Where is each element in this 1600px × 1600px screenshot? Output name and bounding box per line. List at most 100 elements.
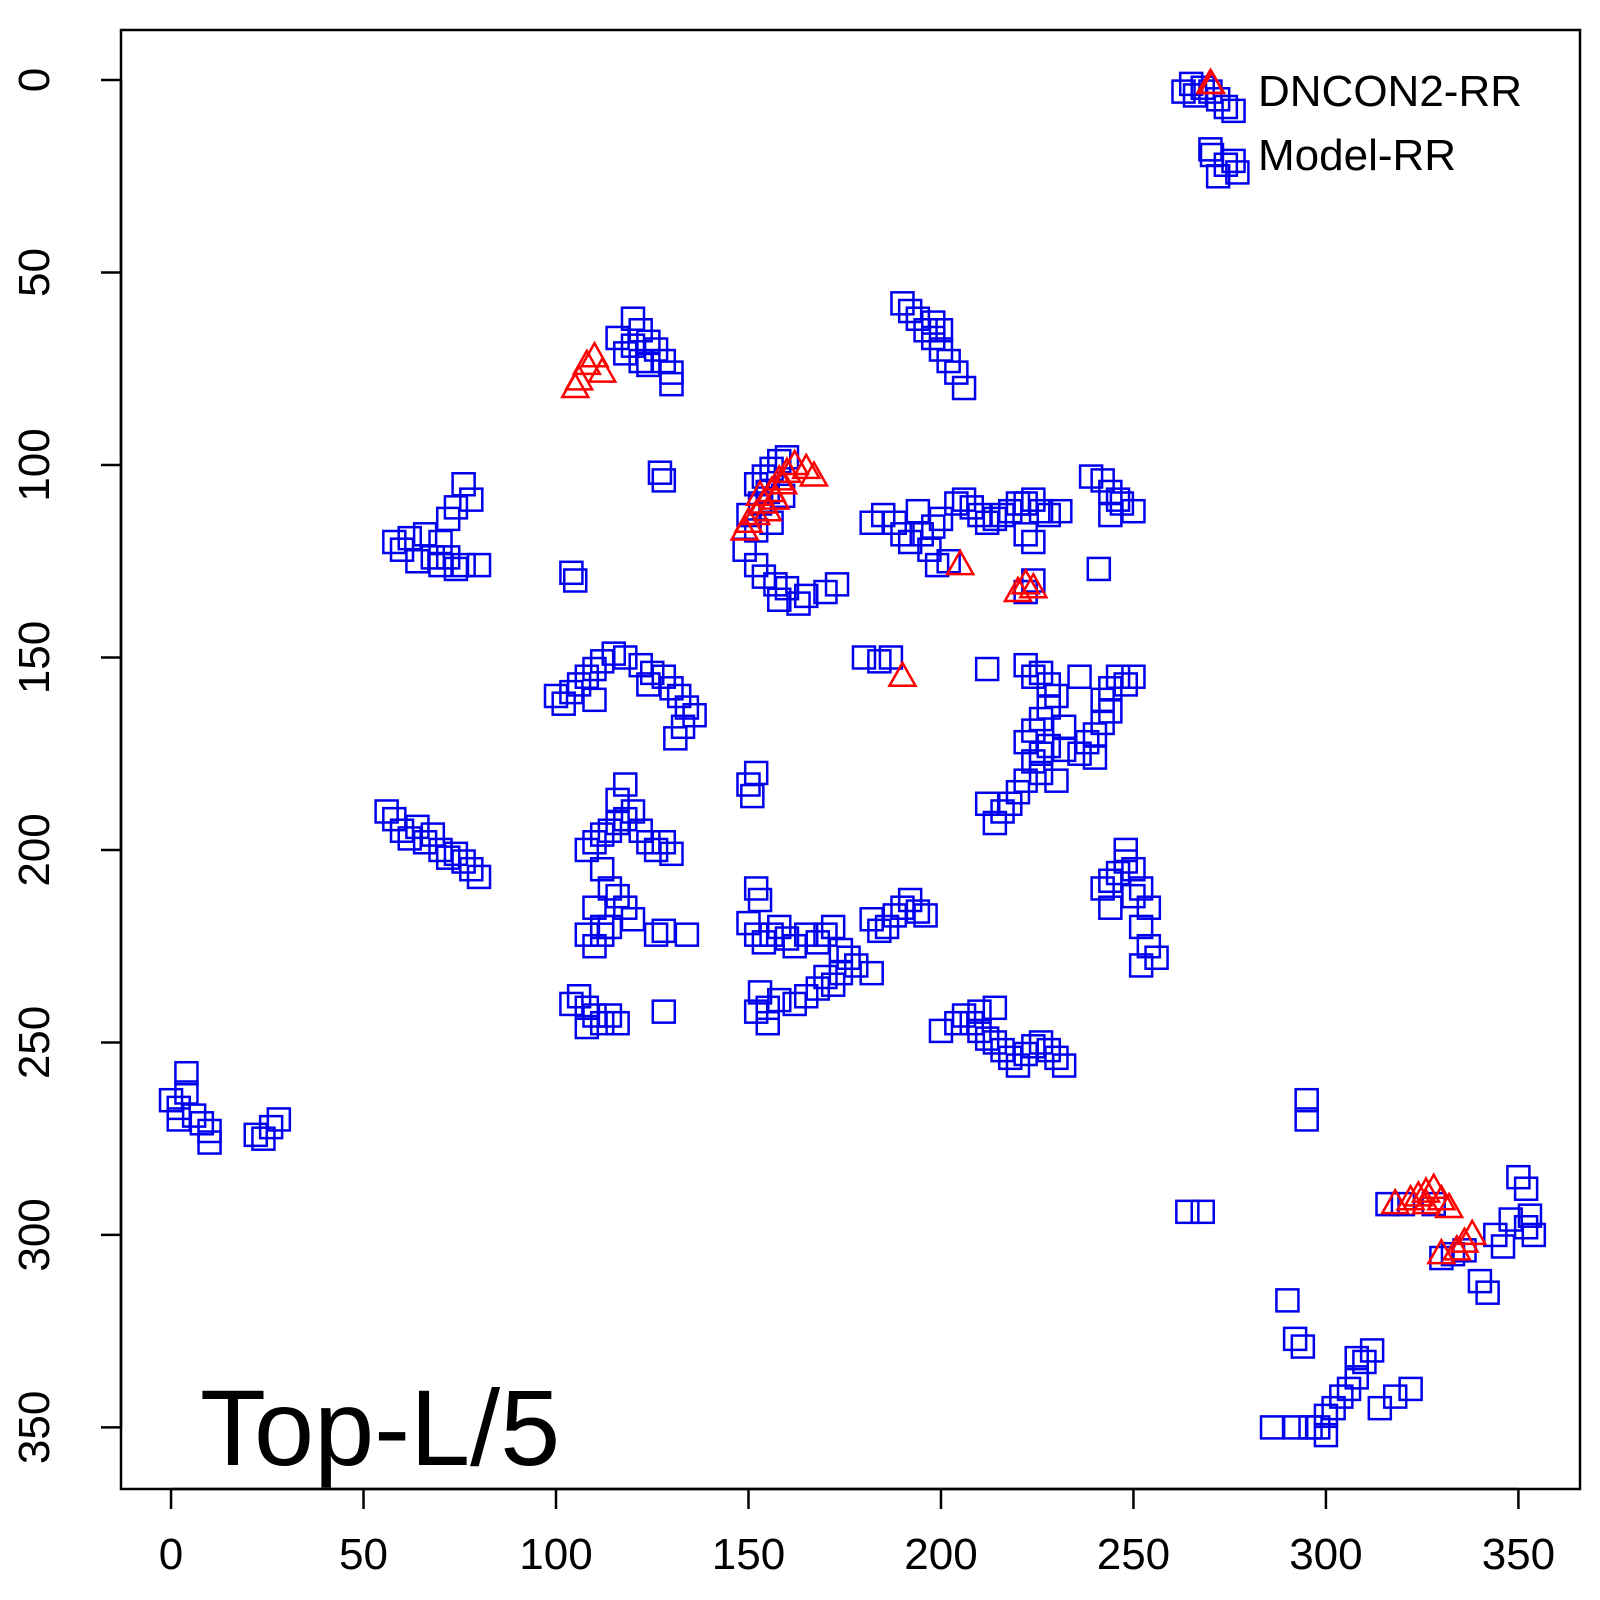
model-rr-point [851,645,877,670]
model-rr-point [944,360,969,385]
model-rr-point [859,510,884,535]
model-rr-point [451,552,476,578]
model-rr-point [1313,1422,1339,1448]
model-rr-point [266,1107,292,1132]
legend-marker-triangle [1197,69,1227,95]
model-rr-point [913,318,938,343]
model-rr-point [574,1014,600,1040]
model-rr-point [643,837,669,863]
dncon2-rr-point [563,363,595,391]
dncon2-rr-point [571,348,602,376]
model-rr-point [1490,1234,1516,1259]
model-rr-point [574,664,600,689]
legend-marker-square [1199,142,1225,168]
model-rr-point [820,972,846,997]
model-rr-point [451,472,476,497]
model-rr-point [597,1003,623,1028]
dncon2-rr-point [1441,1233,1472,1261]
dncon2-rr-point [887,660,918,687]
dncon2-rr-point [587,356,618,383]
model-rr-point [905,899,931,924]
model-rr-point [982,506,1008,532]
dncon2-rr-point [560,371,591,399]
dncon2-rr-point [767,467,799,495]
model-rr-point [258,1114,284,1140]
model-rr-point [174,1060,199,1086]
x-tick-label: 200 [904,1530,977,1579]
y-tick-label: 150 [10,621,59,694]
model-rr-point [559,560,584,586]
model-rr-point [974,791,1000,817]
model-rr-point [951,375,977,401]
model-rr-point [793,583,819,609]
model-rr-point [647,460,673,485]
model-rr-point [1044,768,1069,793]
dncon2-rr-point [1410,1187,1442,1215]
model-rr-point [574,837,600,863]
x-tick-label: 300 [1289,1530,1362,1579]
y-tick-label: 300 [10,1198,59,1271]
model-rr-point [443,841,469,867]
series-model-rr [158,71,1547,1448]
model-rr-point [1086,556,1112,582]
model-rr-point [1028,498,1054,524]
model-rr-point [1021,664,1046,689]
model-rr-point [1213,94,1239,120]
model-rr-point [582,895,607,920]
model-rr-point [836,945,861,971]
model-rr-point [878,645,904,670]
model-rr-point [782,991,807,1017]
model-rr-point [844,953,869,978]
model-rr-point [659,371,684,397]
model-rr-point [466,552,492,578]
model-rr-point [613,772,638,797]
model-rr-point [589,922,615,947]
y-axis: 0 50 100 150 200 250 300 350 [10,68,123,1464]
model-rr-point [1175,1199,1200,1225]
dncon2-rr-point [798,460,830,487]
model-rr-point [1344,1345,1369,1371]
model-rr-point [747,980,773,1005]
model-rr-point [605,1010,630,1036]
model-rr-point [466,864,492,890]
dncon2-rr-point [1433,1191,1465,1219]
model-rr-point [181,1103,207,1128]
model-rr-point [582,687,607,713]
panel-annotation: Top-L/5 [200,1367,560,1488]
y-tick-label: 250 [10,1006,59,1079]
model-rr-point [1128,914,1154,940]
legend-entry-model-rr: Model-RR [1199,131,1456,180]
model-rr-point [1275,1288,1300,1313]
model-rr-point [1105,664,1131,689]
model-rr-point [928,1018,954,1044]
model-rr-point [1221,98,1246,124]
model-rr-point [1517,1203,1543,1228]
model-rr-point [1313,1403,1339,1429]
model-rr-point [1282,1415,1308,1440]
model-rr-point [982,1030,1008,1055]
model-rr-point [589,1010,615,1036]
model-rr-point [1513,1176,1539,1201]
model-rr-point [1051,714,1077,740]
model-rr-point [1036,733,1062,759]
model-rr-point [1282,1326,1308,1352]
model-rr-point [974,656,1000,682]
y-tick-label: 200 [10,813,59,886]
model-rr-point [1051,1053,1077,1078]
legend-label-model-rr: Model-RR [1258,131,1456,180]
dncon2-rr-point [579,340,610,368]
model-rr-point [905,498,931,524]
model-rr-point [767,587,792,612]
dncon2-rr-point [764,463,795,491]
model-rr-point [605,787,630,813]
model-rr-point [605,325,630,351]
model-rr-point [1498,1207,1523,1232]
dncon2-rr-point [729,513,760,541]
model-rr-point [1144,945,1169,971]
x-tick-label: 250 [1097,1530,1170,1579]
y-tick-label: 100 [10,428,59,501]
points-layer [158,67,1547,1448]
model-rr-point [405,814,430,840]
model-rr-point [1475,1280,1500,1305]
